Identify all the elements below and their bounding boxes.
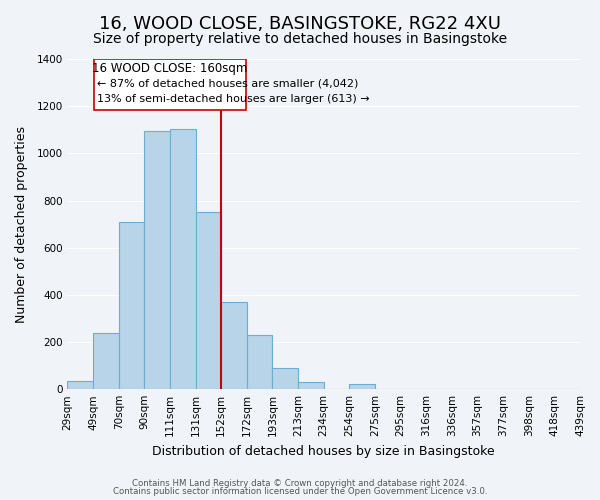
Bar <box>272 368 298 389</box>
Y-axis label: Number of detached properties: Number of detached properties <box>15 126 28 322</box>
Bar <box>349 384 375 389</box>
Text: 13% of semi-detached houses are larger (613) →: 13% of semi-detached houses are larger (… <box>97 94 370 104</box>
Bar <box>145 131 170 389</box>
Text: 16 WOOD CLOSE: 160sqm: 16 WOOD CLOSE: 160sqm <box>92 62 248 75</box>
Bar <box>196 212 221 389</box>
X-axis label: Distribution of detached houses by size in Basingstoke: Distribution of detached houses by size … <box>152 444 495 458</box>
Text: Size of property relative to detached houses in Basingstoke: Size of property relative to detached ho… <box>93 32 507 46</box>
Text: Contains HM Land Registry data © Crown copyright and database right 2024.: Contains HM Land Registry data © Crown c… <box>132 478 468 488</box>
Bar <box>119 222 145 389</box>
Bar <box>67 381 93 389</box>
Bar <box>247 335 272 389</box>
Bar <box>170 128 196 389</box>
Text: Contains public sector information licensed under the Open Government Licence v3: Contains public sector information licen… <box>113 487 487 496</box>
Bar <box>93 332 119 389</box>
FancyBboxPatch shape <box>94 59 245 110</box>
Bar <box>221 302 247 389</box>
Text: 16, WOOD CLOSE, BASINGSTOKE, RG22 4XU: 16, WOOD CLOSE, BASINGSTOKE, RG22 4XU <box>99 15 501 33</box>
Bar <box>298 382 324 389</box>
Text: ← 87% of detached houses are smaller (4,042): ← 87% of detached houses are smaller (4,… <box>97 79 359 89</box>
